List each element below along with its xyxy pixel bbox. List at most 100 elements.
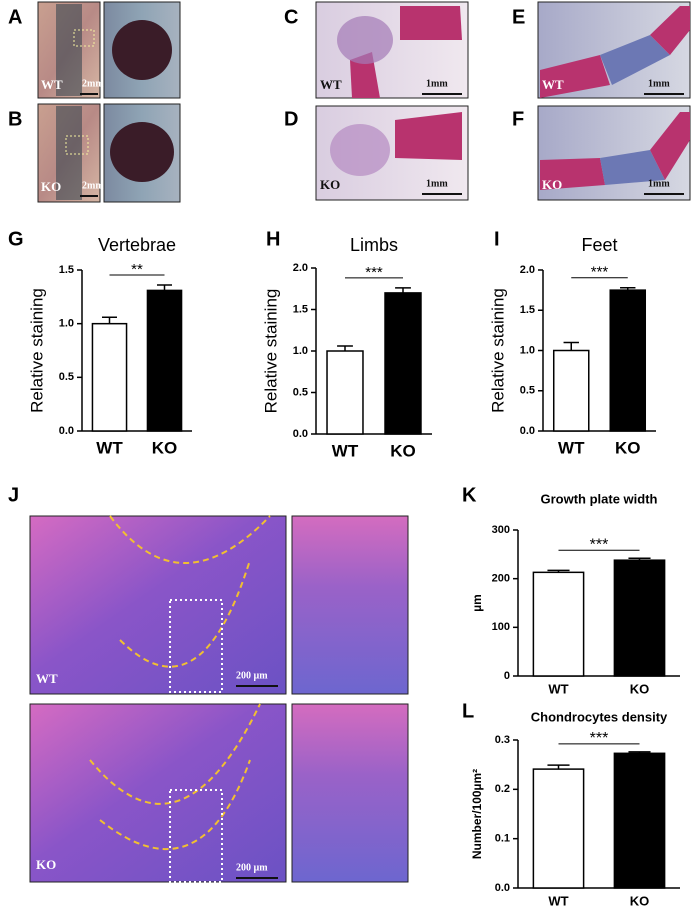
- panel-letter: K: [462, 484, 477, 506]
- y-tick-label: 300: [492, 524, 510, 536]
- histology: [291, 703, 409, 883]
- y-tick-label: 1.5: [293, 303, 308, 315]
- chart-title: Vertebrae: [98, 235, 176, 255]
- error-bar: [337, 345, 353, 351]
- scale-label: 1mm: [648, 178, 670, 189]
- y-tick-label: 0.0: [495, 882, 510, 894]
- error-bar: [156, 284, 173, 291]
- y-tick-label: 100: [492, 621, 510, 633]
- error-bar: [628, 557, 651, 561]
- panel-letter: B: [8, 108, 22, 130]
- images: [29, 1, 691, 883]
- roi: [73, 29, 95, 47]
- panel-letter: I: [494, 228, 500, 250]
- scale-label: 1mm: [426, 178, 448, 189]
- joint: [337, 16, 393, 64]
- error-bar: [628, 751, 651, 754]
- roi: [169, 789, 223, 883]
- bone: [650, 112, 690, 180]
- boundary: [119, 559, 251, 668]
- roi: [169, 599, 223, 693]
- cartilage: [600, 35, 670, 85]
- bone: [540, 55, 610, 98]
- bar: [532, 768, 585, 889]
- bone: [395, 112, 462, 160]
- genotype-label: WT: [36, 671, 58, 686]
- y-tick-label: 0.0: [293, 428, 308, 440]
- bar: [91, 322, 128, 432]
- y-tick-label: 0: [504, 670, 510, 682]
- panel-letter: F: [512, 108, 524, 130]
- y-tick-label: 1.5: [59, 264, 74, 276]
- scale-label: 1mm: [648, 78, 670, 89]
- cartilage: [600, 150, 665, 185]
- scale-label: 2mm: [82, 78, 104, 89]
- x-tick-label: KO: [630, 893, 650, 908]
- x-tick-label: WT: [548, 681, 568, 696]
- y-tick-label: 2.0: [293, 262, 308, 274]
- boundary: [109, 515, 271, 564]
- y-axis-label: Relative staining: [488, 288, 507, 413]
- x-tick-label: WT: [332, 441, 359, 460]
- y-tick-label: 0.2: [495, 783, 510, 795]
- panel-letter: A: [8, 6, 22, 28]
- histology: [29, 703, 287, 883]
- chart-title: Feet: [581, 235, 617, 255]
- y-tick-label: 0.1: [495, 833, 510, 845]
- panel-letter: G: [8, 228, 24, 250]
- boundary: [89, 703, 261, 805]
- bone: [540, 158, 605, 190]
- y-tick-label: 0.3: [495, 734, 510, 746]
- vertebra: [110, 122, 174, 182]
- x-tick-label: KO: [390, 441, 416, 460]
- y-tick-label: 1.0: [520, 344, 535, 356]
- y-axis-label: Number/100µm²: [470, 769, 484, 859]
- histology: [29, 515, 287, 695]
- error-bar: [620, 286, 636, 291]
- x-tick-label: KO: [630, 681, 650, 696]
- y-tick-label: 1.5: [520, 304, 535, 316]
- genotype-label: KO: [36, 857, 56, 872]
- bar: [384, 292, 422, 435]
- x-tick-label: WT: [558, 438, 585, 457]
- bar: [326, 350, 364, 435]
- boundary: [99, 759, 251, 851]
- genotype-label: KO: [542, 177, 562, 192]
- x-tick-label: KO: [615, 438, 641, 457]
- panel-letter: E: [512, 6, 525, 28]
- scale-label: 1mm: [426, 78, 448, 89]
- y-axis-label: µm: [470, 594, 484, 612]
- y-tick-label: 0.0: [520, 425, 535, 437]
- scale-label: 200 µm: [236, 862, 268, 873]
- y-axis-label: Relative staining: [261, 289, 280, 414]
- chart-title: Limbs: [350, 235, 398, 255]
- bar: [146, 289, 183, 432]
- histology: [291, 515, 409, 695]
- significance: ***: [591, 264, 609, 281]
- joint: [330, 124, 390, 176]
- panel-letter: L: [462, 700, 474, 722]
- genotype-label: WT: [41, 77, 63, 92]
- genotype-label: KO: [320, 177, 340, 192]
- genotype-label: WT: [542, 77, 564, 92]
- bar: [552, 349, 590, 432]
- y-tick-label: 0.5: [520, 385, 535, 397]
- panel-letter: D: [284, 108, 298, 130]
- vertebra: [112, 20, 172, 80]
- significance: ***: [590, 730, 609, 747]
- y-axis-label: Relative staining: [27, 288, 46, 413]
- genotype-label: WT: [320, 77, 342, 92]
- bar: [609, 289, 647, 432]
- error-bar: [547, 569, 570, 573]
- y-tick-label: 200: [492, 573, 510, 585]
- y-tick-label: 2.0: [520, 264, 535, 276]
- y-tick-label: 0.5: [59, 371, 74, 383]
- x-tick-label: WT: [548, 893, 568, 908]
- y-tick-label: 1.0: [293, 345, 308, 357]
- x-tick-label: WT: [96, 438, 123, 457]
- genotype-label: KO: [41, 179, 61, 194]
- error-bar: [563, 341, 579, 351]
- bar: [613, 752, 666, 889]
- chart-title: Growth plate width: [541, 491, 658, 506]
- bone: [650, 6, 690, 55]
